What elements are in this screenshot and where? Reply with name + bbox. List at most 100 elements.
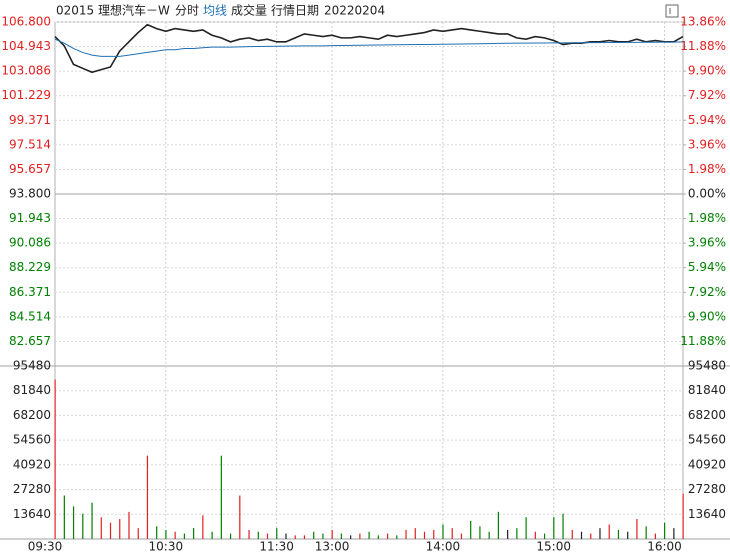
tab-average[interactable]: 均线 [203, 4, 227, 18]
volume-bar [100, 517, 102, 539]
volume-bar [229, 533, 232, 539]
y-tick-label: 27280 [13, 482, 51, 496]
volume-bar [599, 528, 601, 539]
y-tick-label: 81840 [13, 383, 51, 397]
volume-bar [442, 524, 444, 539]
volume-bar [109, 522, 112, 539]
y-tick-label-right: 40920 [688, 457, 726, 471]
y-tick-label: 91.943 [9, 211, 51, 225]
y-tick-label: 54560 [13, 433, 51, 447]
volume-bar [479, 526, 481, 539]
volume-bar [543, 533, 546, 539]
volume-bar [534, 531, 536, 539]
tab-volume[interactable]: 成交量 [231, 3, 267, 18]
date-label: 行情日期 [271, 4, 319, 18]
volume-bar [266, 533, 269, 539]
volume-bar [423, 531, 426, 539]
volume-bar [590, 533, 592, 539]
volume-bar [553, 517, 555, 539]
volume-bar [377, 535, 379, 539]
y-tick-label: 95.657 [9, 162, 51, 176]
volume-bar [460, 533, 463, 539]
volume-bar [285, 533, 287, 539]
x-tick-label: 09:30 [28, 540, 63, 553]
volume-bar [220, 455, 222, 539]
volume-bar [608, 524, 610, 539]
volume-bar [174, 531, 176, 539]
volume-bar [322, 533, 324, 539]
date: 20220204 [324, 4, 385, 18]
stock-code: 02015 理想汽车－W [56, 3, 170, 18]
average-line [54, 38, 684, 57]
volume-bar [682, 493, 684, 539]
volume-bar [627, 531, 629, 539]
y-tick-label: 82.657 [9, 334, 51, 348]
volume-bar [294, 535, 296, 539]
volume-bar [488, 531, 490, 539]
window-button[interactable] [665, 4, 679, 18]
volume-bar [165, 529, 167, 539]
volume-bar [156, 526, 158, 539]
y2-tick-label: 3.96% [688, 236, 726, 250]
volume-bar [654, 533, 656, 539]
volume-bar [248, 529, 250, 539]
volume-bar [571, 529, 573, 539]
volume-bar [673, 528, 675, 539]
y2-tick-label: 0.00% [688, 187, 726, 201]
volume-bar [303, 535, 306, 539]
y-tick-label: 99.371 [9, 113, 51, 127]
volume-bar [350, 535, 352, 539]
volume-bar [645, 526, 647, 539]
volume-bar [433, 529, 435, 539]
y-tick-label: 90.086 [9, 236, 51, 250]
volume-bar [63, 495, 65, 539]
volume-bar [617, 529, 620, 539]
y2-tick-label: 13.86% [680, 15, 726, 29]
y-tick-label: 101.229 [1, 88, 51, 102]
y-tick-label: 106.800 [1, 15, 51, 29]
volume-bar [128, 511, 130, 539]
y-tick-label: 103.086 [1, 64, 51, 78]
y-tick-label-right: 68200 [688, 408, 726, 422]
volume-bar [119, 519, 121, 539]
volume-bar [516, 528, 518, 539]
y2-tick-label: 1.98% [688, 162, 726, 176]
volume-bar [146, 455, 149, 539]
y-tick-label: 95480 [13, 359, 51, 373]
volume-bar [580, 531, 583, 539]
volume-bar [386, 533, 389, 539]
y2-tick-label: 7.92% [688, 88, 726, 102]
volume-bar [451, 528, 453, 539]
volume-bar [313, 531, 315, 539]
volume-bar [82, 513, 84, 539]
y-tick-label: 40920 [13, 457, 51, 471]
volume-bar [331, 529, 333, 539]
volume-bar [72, 506, 75, 539]
y2-tick-label: 1.98% [688, 211, 726, 225]
volume-bar [54, 379, 56, 539]
y2-tick-label: 3.96% [688, 137, 726, 151]
y-tick-label-right: 54560 [688, 433, 726, 447]
y-tick-label: 13640 [13, 507, 51, 521]
volume-bar [276, 528, 278, 539]
x-tick-label: 13:00 [315, 540, 350, 553]
volume-bar [470, 520, 472, 539]
volume-bar [664, 522, 666, 539]
x-tick-label: 10:30 [149, 540, 184, 553]
volume-bar [202, 515, 204, 539]
volume-bar [405, 529, 407, 539]
volume-bar [368, 531, 370, 539]
y-tick-label: 84.514 [9, 309, 51, 323]
volume-bar [239, 495, 241, 539]
volume-bar [562, 513, 564, 539]
y-tick-label-right: 81840 [688, 383, 726, 397]
volume-bar [396, 535, 398, 539]
y-tick-label-right: 13640 [688, 507, 726, 521]
volume-bar [91, 502, 93, 539]
volume-bar [414, 528, 416, 539]
volume-bar [137, 528, 139, 539]
y2-tick-label: 11.88% [680, 39, 726, 53]
y2-tick-label: 7.92% [688, 285, 726, 299]
tab-minute[interactable]: 分时 [175, 4, 199, 18]
